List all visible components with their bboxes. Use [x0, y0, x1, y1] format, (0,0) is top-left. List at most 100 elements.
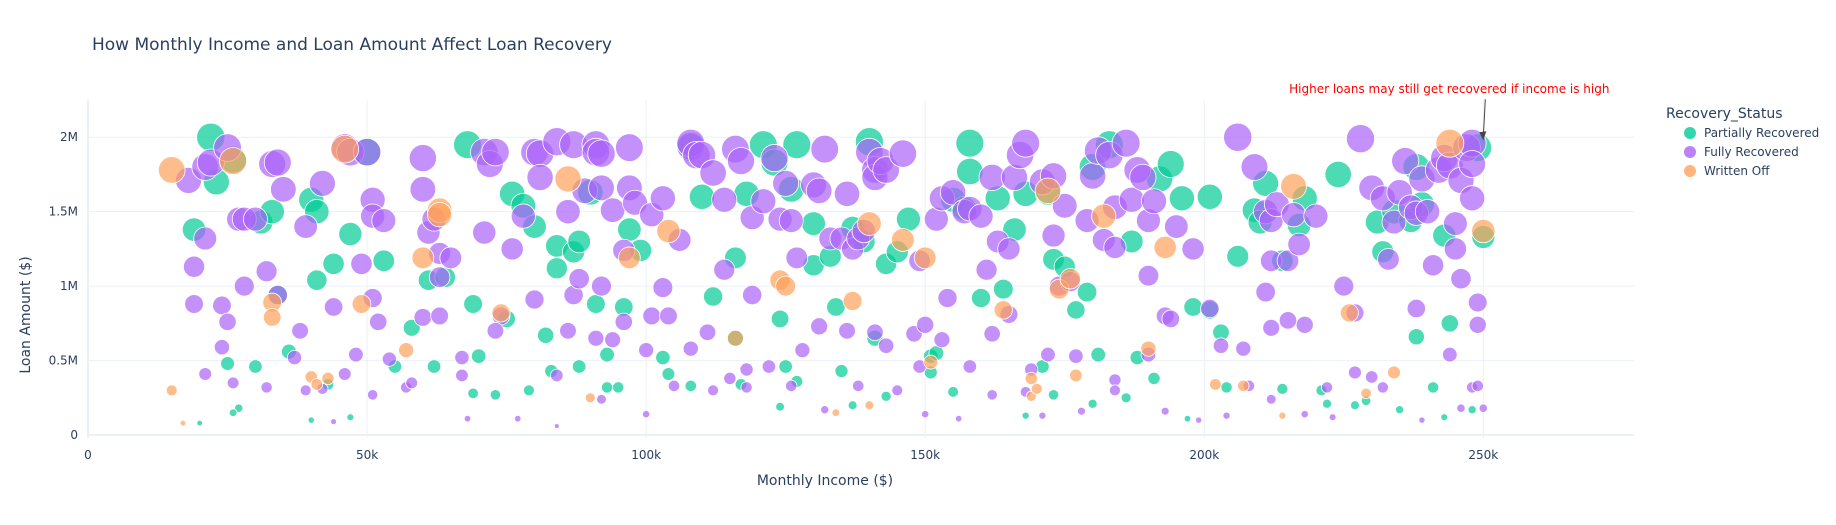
- data-point[interactable]: [1181, 237, 1205, 261]
- data-point[interactable]: [880, 390, 892, 402]
- data-point[interactable]: [322, 252, 345, 275]
- data-point[interactable]: [263, 148, 292, 177]
- data-point[interactable]: [270, 176, 297, 203]
- data-point[interactable]: [1141, 188, 1167, 215]
- data-point[interactable]: [523, 384, 535, 397]
- data-point[interactable]: [554, 165, 582, 193]
- data-point[interactable]: [993, 300, 1013, 320]
- data-point[interactable]: [183, 255, 206, 278]
- data-point[interactable]: [306, 269, 328, 291]
- data-point[interactable]: [971, 288, 991, 309]
- data-point[interactable]: [233, 275, 255, 297]
- data-point[interactable]: [1391, 147, 1420, 176]
- data-point[interactable]: [1183, 297, 1203, 317]
- data-point[interactable]: [226, 376, 240, 390]
- data-point[interactable]: [1030, 382, 1043, 395]
- data-point[interactable]: [916, 315, 935, 334]
- data-point[interactable]: [1034, 177, 1062, 205]
- data-point[interactable]: [612, 381, 625, 394]
- data-point[interactable]: [847, 400, 858, 411]
- data-point[interactable]: [1459, 185, 1486, 212]
- data-point[interactable]: [703, 286, 724, 307]
- data-point[interactable]: [369, 312, 388, 331]
- data-point[interactable]: [491, 303, 511, 323]
- data-point[interactable]: [1333, 275, 1355, 297]
- data-point[interactable]: [618, 246, 641, 270]
- data-point[interactable]: [962, 359, 978, 374]
- data-point[interactable]: [740, 381, 753, 394]
- data-point[interactable]: [599, 197, 626, 223]
- data-point[interactable]: [1265, 393, 1277, 405]
- data-point[interactable]: [454, 349, 470, 366]
- data-point[interactable]: [330, 134, 359, 164]
- data-point[interactable]: [1377, 248, 1400, 271]
- data-point[interactable]: [1278, 311, 1298, 330]
- data-point[interactable]: [1196, 183, 1223, 210]
- data-point[interactable]: [411, 246, 435, 270]
- data-point[interactable]: [1303, 203, 1329, 229]
- data-point[interactable]: [641, 410, 651, 419]
- data-point[interactable]: [1255, 281, 1276, 303]
- data-point[interactable]: [1467, 405, 1477, 415]
- data-point[interactable]: [228, 408, 238, 417]
- data-point[interactable]: [1091, 203, 1117, 229]
- data-point[interactable]: [684, 379, 697, 393]
- data-point[interactable]: [559, 322, 577, 340]
- data-point[interactable]: [983, 325, 1001, 343]
- data-point[interactable]: [1068, 348, 1084, 364]
- data-point[interactable]: [723, 371, 737, 386]
- data-point[interactable]: [1087, 398, 1098, 409]
- data-point[interactable]: [1381, 209, 1407, 235]
- data-point[interactable]: [1395, 405, 1405, 415]
- data-point[interactable]: [1262, 318, 1281, 337]
- data-point[interactable]: [596, 393, 607, 405]
- data-point[interactable]: [463, 414, 472, 423]
- data-point[interactable]: [1223, 122, 1253, 152]
- data-point[interactable]: [1450, 268, 1472, 290]
- data-point[interactable]: [772, 169, 800, 197]
- data-point[interactable]: [727, 147, 755, 176]
- data-point[interactable]: [157, 156, 186, 184]
- data-point[interactable]: [750, 188, 777, 215]
- data-point[interactable]: [481, 137, 510, 167]
- data-point[interactable]: [514, 414, 522, 423]
- data-point[interactable]: [770, 309, 790, 329]
- data-point[interactable]: [834, 364, 849, 378]
- data-point[interactable]: [1212, 337, 1230, 354]
- data-point[interactable]: [1209, 378, 1222, 391]
- data-point[interactable]: [1076, 281, 1098, 303]
- data-point[interactable]: [652, 277, 674, 298]
- data-point[interactable]: [1109, 384, 1121, 397]
- data-point[interactable]: [1295, 315, 1314, 334]
- data-point[interactable]: [1226, 244, 1250, 268]
- data-point[interactable]: [937, 288, 958, 309]
- data-point[interactable]: [638, 342, 655, 359]
- data-point[interactable]: [1235, 340, 1252, 357]
- data-point[interactable]: [398, 342, 415, 359]
- legend-item[interactable]: Written Off: [1684, 164, 1770, 178]
- data-point[interactable]: [1435, 128, 1465, 158]
- data-point[interactable]: [888, 139, 918, 168]
- data-point[interactable]: [600, 381, 614, 394]
- data-point[interactable]: [291, 322, 309, 340]
- data-point[interactable]: [726, 329, 744, 347]
- data-point[interactable]: [810, 317, 829, 336]
- data-point[interactable]: [467, 387, 479, 400]
- data-point[interactable]: [165, 384, 178, 397]
- data-point[interactable]: [471, 348, 487, 364]
- data-point[interactable]: [778, 208, 804, 234]
- data-point[interactable]: [571, 359, 587, 374]
- data-point[interactable]: [346, 413, 355, 422]
- data-point[interactable]: [1328, 413, 1337, 422]
- data-point[interactable]: [997, 237, 1021, 261]
- data-point[interactable]: [455, 368, 469, 383]
- data-point[interactable]: [293, 214, 318, 239]
- data-point[interactable]: [775, 275, 797, 297]
- legend-item[interactable]: Fully Recovered: [1684, 145, 1799, 159]
- data-point[interactable]: [1471, 218, 1496, 244]
- data-point[interactable]: [866, 323, 884, 341]
- data-point[interactable]: [309, 169, 336, 197]
- data-point[interactable]: [1040, 346, 1056, 363]
- legend[interactable]: Recovery_Status Partially Recovered Fully…: [1666, 106, 1819, 178]
- data-point[interactable]: [1024, 371, 1038, 386]
